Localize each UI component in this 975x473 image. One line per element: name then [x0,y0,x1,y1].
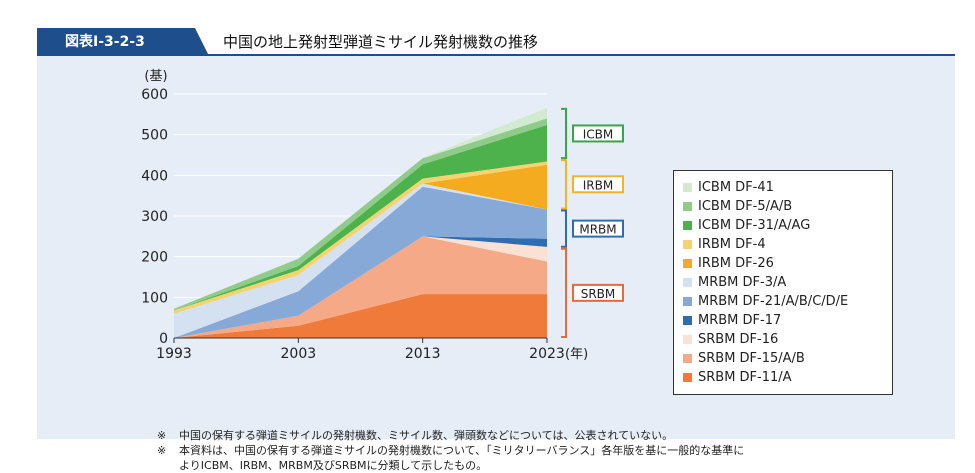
group-box-icbm [572,124,624,143]
legend-label: ICBM DF-31/A/AG [698,218,811,233]
bracket-irbm [561,159,567,210]
y-tick-label: 600 [141,87,168,103]
legend-item-irbm-df-26: IRBM DF-26 [683,254,892,273]
x-tick-label: 1993 [156,346,192,362]
legend-label: MRBM DF-3/A [698,275,787,290]
legend-swatch [683,278,692,287]
figure-number: 図表Ⅰ-3-2-3 [37,28,209,56]
legend-swatch [683,183,692,192]
group-label-irbm: IRBM [583,178,613,192]
y-tick-label: 200 [141,250,168,266]
notes: ※ 中国の保有する弾道ミサイルの発射機数、ミサイル数、弾頭数などについては、公表さ… [157,428,744,473]
y-tick-label: 300 [141,209,168,225]
area-irbm-df-4 [174,161,547,314]
chart-legend: ICBM DF-41 ICBM DF-5/A/B ICBM DF-31/A/AG IR… [673,170,893,395]
area-icbm-df-31-a-ag [174,124,547,311]
legend-label: MRBM DF-17 [698,313,782,328]
legend-label: SRBM DF-16 [698,332,779,347]
y-tick-label: 400 [141,168,168,184]
area-srbm-df-11-a [174,294,547,338]
y-axis-unit: (基) [144,69,167,84]
area-srbm-df-16 [174,236,547,338]
header-rule [37,54,955,56]
legend-label: MRBM DF-21/A/B/C/D/E [698,294,849,309]
note-mark: ※ [157,444,167,457]
legend-label: IRBM DF-4 [698,237,766,252]
legend-item-mrbm-df-21-a-b-c-d-e: MRBM DF-21/A/B/C/D/E [683,292,892,311]
legend-swatch [683,316,692,325]
note-mark: ※ [157,429,167,442]
area-irbm-df-26 [174,164,547,314]
legend-label: SRBM DF-15/A/B [698,351,805,366]
y-tick-label: 100 [141,290,168,306]
x-tick-label: 2023 [529,346,565,362]
legend-swatch [683,373,692,382]
group-label-mrbm: MRBM [579,223,616,237]
group-box-mrbm [572,219,624,238]
legend-swatch [683,259,692,268]
group-box-irbm [572,175,624,194]
note-item: ※ 本資料は、中国の保有する弾道ミサイルの発射機数について、「ミリタリーバランス」… [157,443,744,473]
legend-item-mrbm-df-3-a: MRBM DF-3/A [683,273,892,292]
group-box-srbm [572,283,624,302]
legend-swatch [683,240,692,249]
legend-swatch [683,202,692,211]
note-item: ※ 中国の保有する弾道ミサイルの発射機数、ミサイル数、弾頭数などについては、公表さ… [157,428,744,443]
bracket-icbm [561,107,567,160]
chart-panel: 0 100 200 300 400 500 600 (基) 1993 2003 2013 2023 (年… [37,56,955,472]
legend-swatch [683,354,692,363]
legend-item-irbm-df-4: IRBM DF-4 [683,235,892,254]
x-axis-unit: (年) [565,347,588,362]
x-tick-label: 2013 [405,346,441,362]
y-tick-label: 500 [141,128,168,144]
note-text: 本資料は、中国の保有する弾道ミサイルの発射機数について、「ミリタリーバランス」各… [179,444,745,472]
legend-label: SRBM DF-11/A [698,370,792,385]
bracket-mrbm [561,209,567,248]
area-icbm-df-5-a-b [174,118,547,311]
area-srbm-df-15-a-b [174,236,547,338]
bracket-srbm [561,247,567,338]
area-mrbm-df-21-a-b-c-d-e [174,186,547,338]
legend-swatch [683,221,692,230]
legend-item-srbm-df-16: SRBM DF-16 [683,330,892,349]
area-mrbm-df-3-a [174,183,547,338]
group-label-icbm: ICBM [583,127,614,141]
group-label-srbm: SRBM [581,287,616,301]
legend-item-srbm-df-15-a-b: SRBM DF-15/A/B [683,349,892,368]
x-tick-label: 2003 [281,346,317,362]
legend-item-srbm-df-11-a: SRBM DF-11/A [683,368,892,387]
legend-item-icbm-df-31-a-ag: ICBM DF-31/A/AG [683,216,892,235]
figure-title: 中国の地上発射型弾道ミサイル発射機数の推移 [223,33,539,51]
legend-item-icbm-df-41: ICBM DF-41 [683,178,892,197]
legend-swatch [683,335,692,344]
legend-item-icbm-df-5-a-b: ICBM DF-5/A/B [683,197,892,216]
legend-swatch [683,297,692,306]
legend-label: ICBM DF-5/A/B [698,199,793,214]
area-icbm-df-41 [174,107,547,309]
y-tick-label: 0 [159,331,168,347]
figure-header: 図表Ⅰ-3-2-3 中国の地上発射型弾道ミサイル発射機数の推移 [37,28,955,56]
stacked-area-chart: 0 100 200 300 400 500 600 (基) 1993 2003 2013 2023 (年… [141,69,624,362]
note-text: 中国の保有する弾道ミサイルの発射機数、ミサイル数、弾頭数などについては、公表され… [179,429,674,442]
legend-label: ICBM DF-41 [698,180,774,195]
legend-item-mrbm-df-17: MRBM DF-17 [683,311,892,330]
legend-label: IRBM DF-26 [698,256,774,271]
